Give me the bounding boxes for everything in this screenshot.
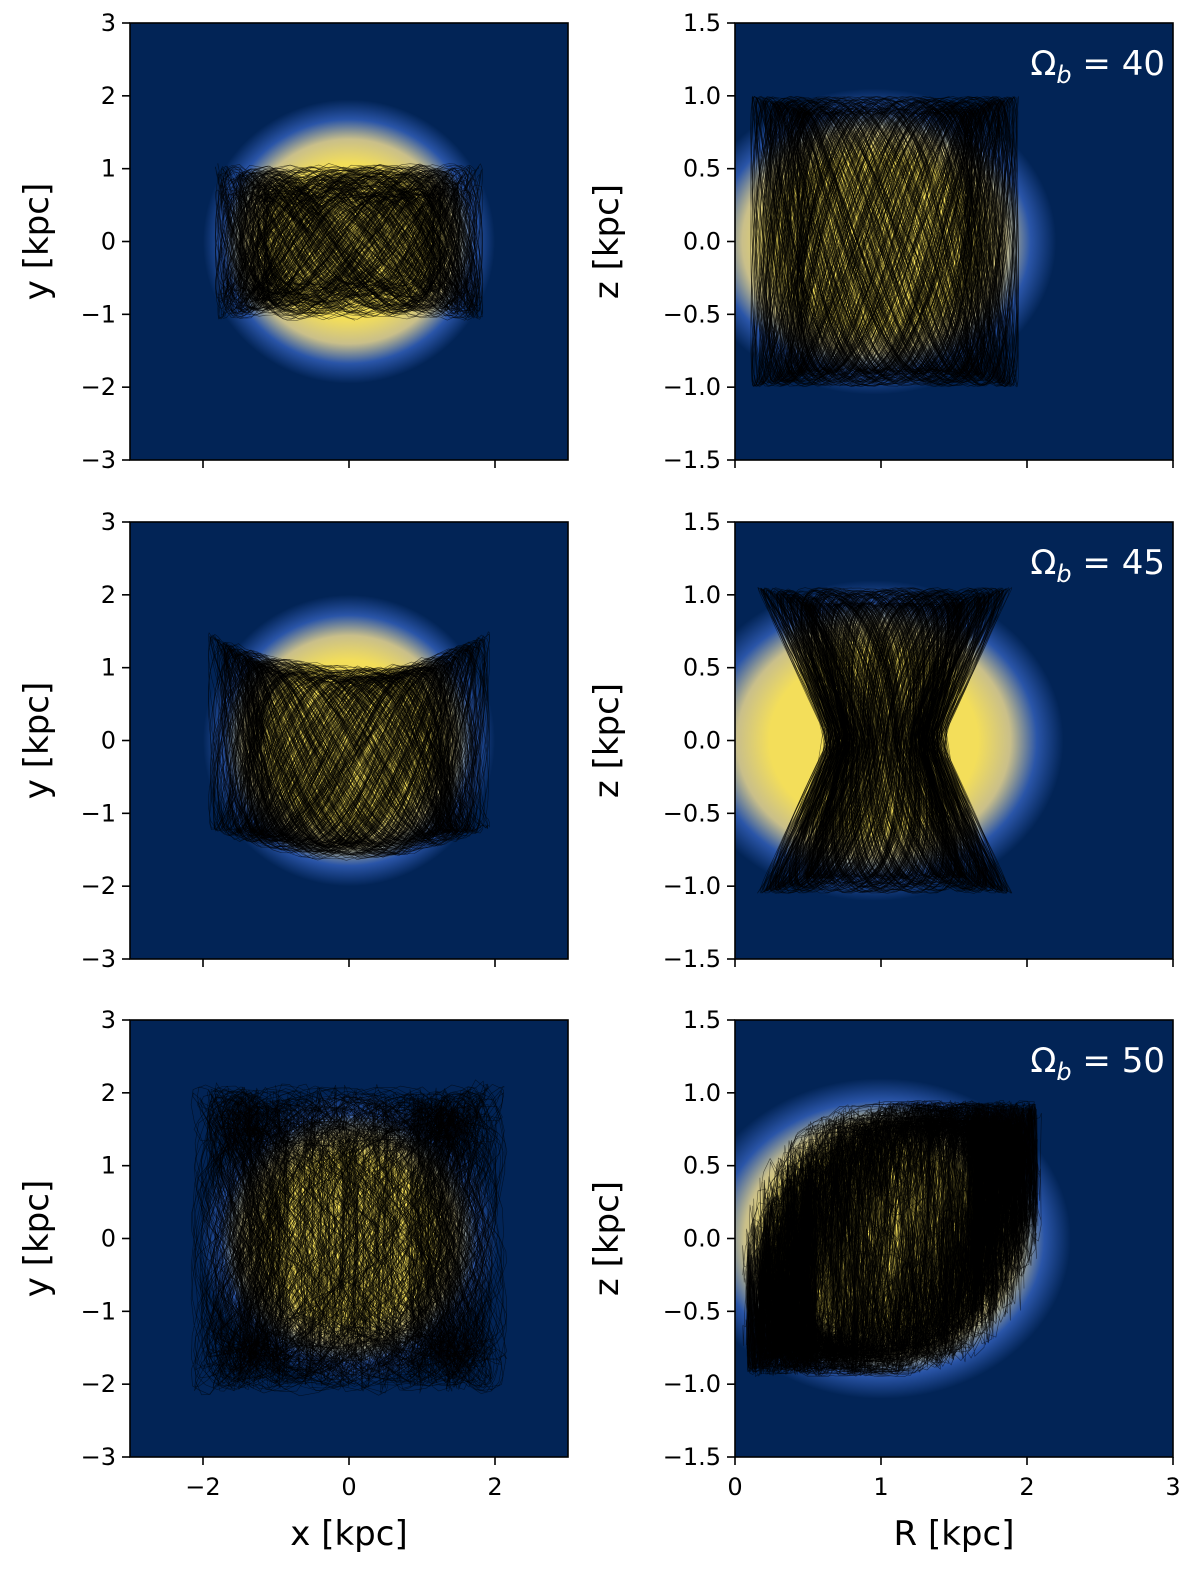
y-tick-label: −3 [81, 945, 116, 973]
y-tick-label: 1 [101, 654, 116, 682]
y-tick-label: 1.0 [683, 1079, 721, 1107]
y-axis-label: z [kpc] [587, 184, 627, 299]
panel-0-1: −1.5 −1.0 −0.5 0.0 0.5 1.0 1.5 z [kpc] Ωb = 40 [587, 9, 1174, 474]
y-tick-label: −2 [81, 373, 116, 401]
x-axis-label: x [kpc] [290, 1514, 407, 1554]
orbit-tracks [750, 95, 1020, 388]
y-tick-label: −0.5 [663, 1297, 721, 1325]
x-tick-label: 2 [487, 1473, 502, 1501]
y-tick-label: 1.0 [683, 82, 721, 110]
y-tick-label: −2 [81, 1370, 116, 1398]
x-tick-label: −2 [185, 1473, 220, 1501]
y-tick-label: 2 [101, 82, 116, 110]
y-tick-label: 1 [101, 1152, 116, 1180]
y-tick-label: −1.5 [663, 1443, 721, 1471]
panel-0-0: −3 −2 −1 0 1 2 3 y [kpc] [17, 9, 569, 474]
pattern-speed-annotation: Ωb = 45 [1030, 543, 1165, 588]
panel-2-0: −3 −2 −1 0 1 2 3 −2 0 2 y [kpc] x [kpc] [17, 1006, 569, 1554]
y-tick-label: −1 [81, 300, 116, 328]
y-tick-label: −1.0 [663, 373, 721, 401]
x-tick-label: 0 [341, 1473, 356, 1501]
y-tick-label: −1 [81, 799, 116, 827]
y-tick-label: −0.5 [663, 300, 721, 328]
y-tick-label: 0 [101, 228, 116, 256]
y-tick-label: −1.0 [663, 1370, 721, 1398]
y-tick-label: 1 [101, 155, 116, 183]
y-tick-label: 0.0 [683, 727, 721, 755]
y-tick-label: 0.0 [683, 228, 721, 256]
y-tick-label: 1.0 [683, 581, 721, 609]
y-tick-label: 1.5 [683, 1006, 721, 1034]
panel-1-1: −1.5 −1.0 −0.5 0.0 0.5 1.0 1.5 z [kpc] Ωb = 45 [587, 508, 1174, 973]
orbit-tracks [742, 1099, 1042, 1378]
y-tick-label: −1.5 [663, 446, 721, 474]
y-tick-label: −0.5 [663, 799, 721, 827]
y-tick-label: 0.5 [683, 155, 721, 183]
y-tick-label: −1 [81, 1297, 116, 1325]
x-tick-label: 1 [873, 1473, 888, 1501]
panel-2-1: −1.5 −1.0 −0.5 0.0 0.5 1.0 1.5 0 1 2 3 z [kpc] R [kp… [587, 1006, 1181, 1554]
y-axis-label: z [kpc] [587, 1181, 627, 1296]
y-tick-label: 0.5 [683, 654, 721, 682]
orbit-tracks [207, 631, 491, 861]
pattern-speed-annotation: Ωb = 40 [1030, 44, 1165, 89]
y-axis-label: y [kpc] [17, 682, 57, 799]
x-tick-label: 3 [1165, 1473, 1180, 1501]
y-tick-label: 2 [101, 1079, 116, 1107]
y-axis-label: y [kpc] [17, 1180, 57, 1297]
y-axis-label: z [kpc] [587, 683, 627, 798]
y-tick-label: 3 [101, 508, 116, 536]
y-tick-label: 2 [101, 581, 116, 609]
y-tick-label: 0.0 [683, 1225, 721, 1253]
pattern-speed-annotation: Ωb = 50 [1030, 1041, 1165, 1086]
y-tick-label: −3 [81, 446, 116, 474]
y-tick-label: −2 [81, 872, 116, 900]
y-tick-label: −1.5 [663, 945, 721, 973]
orbit-tracks [190, 1079, 508, 1397]
x-tick-label: 2 [1019, 1473, 1034, 1501]
orbit-tracks [214, 163, 484, 321]
orbit-tracks [757, 586, 1013, 894]
x-axis-label: R [kpc] [894, 1514, 1015, 1554]
y-tick-label: 0 [101, 1225, 116, 1253]
x-tick-label: 0 [727, 1473, 742, 1501]
y-tick-label: 3 [101, 9, 116, 37]
y-tick-label: 1.5 [683, 9, 721, 37]
y-tick-label: 0.5 [683, 1152, 721, 1180]
y-tick-label: −3 [81, 1443, 116, 1471]
y-tick-label: 0 [101, 727, 116, 755]
y-tick-label: −1.0 [663, 872, 721, 900]
panel-1-0: −3 −2 −1 0 1 2 3 y [kpc] [17, 508, 569, 973]
y-tick-label: 1.5 [683, 508, 721, 536]
y-axis-label: y [kpc] [17, 183, 57, 300]
y-tick-label: 3 [101, 1006, 116, 1034]
